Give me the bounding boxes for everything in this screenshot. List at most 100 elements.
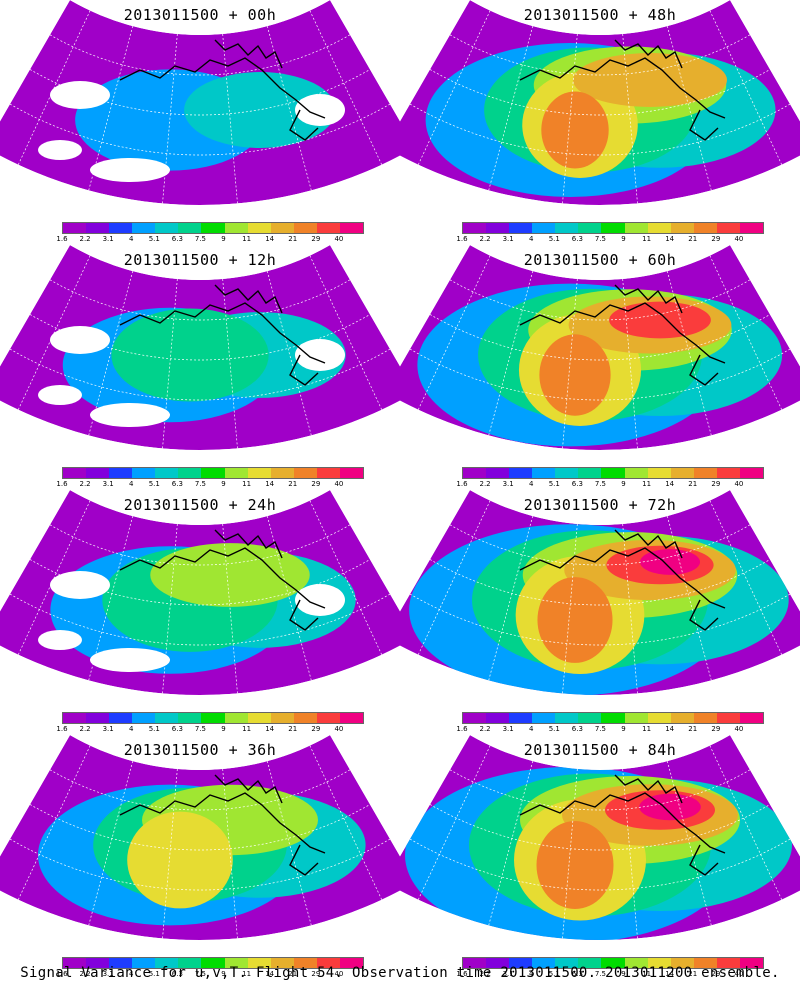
colorbar-tick-label: 9 [621, 725, 626, 733]
colorbar-tick-label: 14 [265, 235, 275, 243]
graticule-meridian [88, 26, 134, 191]
panel-title: 2013011500 + 00h [123, 6, 277, 24]
colorbar-swatch [224, 713, 248, 723]
colorbar-labels: 1.6 2.2 3.1 4 5.1 6.3 7.5 9 11 14 21 29 40 [56, 970, 362, 980]
graticule-meridian [417, 255, 491, 410]
colorbar-tick-label: 40 [334, 480, 344, 488]
panel-title: 2013011500 + 12h [123, 251, 277, 269]
graticule-meridian [709, 745, 783, 900]
colorbar-swatch [486, 958, 510, 968]
colorbar-tick-label: 3.1 [502, 970, 514, 978]
panel-title: 2013011500 + 36h [123, 741, 277, 759]
graticule-parallel [449, 769, 751, 811]
graticule-meridian [562, 523, 578, 694]
map-panel: 2013011500 + 24h 1.6 2.2 3.1 4 5.1 6.3 7.5 9 11 14… [0, 490, 400, 735]
colorbar-tick-label: 4 [128, 970, 134, 978]
graticule-meridian [562, 33, 578, 204]
colorbar [462, 957, 764, 969]
colorbar-swatch [486, 223, 510, 233]
colorbar-swatch [601, 958, 625, 968]
variance-contour [573, 53, 727, 107]
colorbar-swatch [716, 958, 740, 968]
graticule-parallel [429, 314, 771, 361]
colorbar-swatch [293, 958, 317, 968]
map-panel: 2013011500 + 00h 1.6 2.2 3.1 4 5.1 6.3 7.5 9 11 14… [0, 0, 400, 245]
colorbar-swatch [509, 223, 533, 233]
map-panel: 2013011500 + 84h 1.6 2.2 3.1 4 5.1 6.3 7.5 9 11 14… [400, 735, 800, 980]
colorbar-tick-label: 5.1 [548, 970, 560, 978]
coastline [119, 284, 326, 386]
colorbar-tick-label: 40 [734, 725, 744, 733]
graticule-parallel [29, 804, 371, 851]
colorbar-tick-label: 4 [128, 480, 134, 488]
colorbar-swatch [670, 468, 694, 478]
graticule-meridian [488, 761, 534, 926]
colorbar-swatch [601, 713, 625, 723]
graticule-meridian [562, 768, 578, 939]
colorbar-tick-label: 29 [311, 725, 321, 733]
graticule-parallel [49, 34, 351, 76]
graticule-meridian [222, 523, 238, 694]
colorbar-tick-label: 14 [265, 725, 275, 733]
graticule-meridian [162, 278, 178, 449]
variance-contour [609, 301, 711, 339]
colorbar-swatch [463, 223, 487, 233]
coastline [519, 284, 726, 386]
colorbar-tick-label: 14 [665, 235, 675, 243]
colorbar-swatch [201, 958, 225, 968]
colorbar-swatch [63, 468, 87, 478]
colorbar-swatch [339, 958, 364, 968]
colorbar-swatch [716, 713, 740, 723]
colorbar [62, 467, 364, 479]
colorbar-tick-label: 3.1 [102, 480, 114, 488]
colorbar-tick-label: 1.6 [456, 480, 468, 488]
graticule-meridian [88, 271, 134, 436]
panel-title: 2013011500 + 24h [123, 496, 277, 514]
colorbar-swatch [509, 468, 533, 478]
colorbar-tick-label: 40 [334, 970, 344, 978]
colorbar-swatch [63, 223, 87, 233]
graticule-meridian [17, 500, 91, 655]
colorbar-labels: 1.6 2.2 3.1 4 5.1 6.3 7.5 9 11 14 21 29 40 [456, 235, 762, 245]
colorbar-tick-label: 14 [265, 480, 275, 488]
colorbar-swatch [293, 468, 317, 478]
below-scale-patch [38, 140, 82, 160]
variance-contour [127, 811, 233, 909]
graticule-meridian [17, 255, 91, 410]
colorbar-swatch [109, 223, 133, 233]
below-scale-patch [50, 326, 110, 354]
graticule-meridian [488, 26, 534, 191]
colorbar-tick-label: 21 [688, 725, 698, 733]
below-scale-patch [295, 94, 345, 126]
colorbar-tick-label: 7.5 [194, 970, 207, 978]
colorbar-tick-label: 11 [242, 480, 252, 488]
colorbar-tick-label: 14 [665, 725, 675, 733]
coastline [519, 39, 726, 141]
colorbar-swatch [693, 713, 717, 723]
colorbar-swatch [624, 223, 648, 233]
variance-contour [536, 821, 614, 909]
colorbar-labels: 1.6 2.2 3.1 4 5.1 6.3 7.5 9 11 14 21 29 40 [56, 725, 362, 735]
polar-map [0, 735, 400, 940]
colorbar-tick-label: 9 [621, 235, 626, 243]
colorbar-labels: 1.6 2.2 3.1 4 5.1 6.3 7.5 9 11 14 21 29 40 [56, 235, 362, 245]
graticule-meridian [88, 516, 134, 681]
variance-contour [639, 549, 701, 575]
colorbar-swatch [247, 468, 271, 478]
below-scale-patch [38, 630, 82, 650]
below-scale-patch [90, 648, 170, 672]
map-panel: 2013011500 + 72h 1.6 2.2 3.1 4 5.1 6.3 7.5 9 11 14… [400, 490, 800, 735]
graticule-meridian [17, 10, 91, 165]
colorbar-swatch [155, 223, 179, 233]
colorbar-swatch [247, 223, 271, 233]
graticule-meridian [666, 761, 712, 926]
colorbar-tick-label: 2.2 [479, 970, 491, 978]
colorbar-tick-label: 2.2 [479, 480, 491, 488]
graticule-parallel [449, 524, 751, 566]
colorbar-tick-label: 40 [734, 235, 744, 243]
graticule-meridian [622, 768, 638, 939]
colorbar-tick-label: 4 [528, 235, 534, 243]
colorbar-swatch [178, 468, 202, 478]
colorbar-tick-label: 11 [642, 480, 652, 488]
graticule-parallel [49, 279, 351, 321]
